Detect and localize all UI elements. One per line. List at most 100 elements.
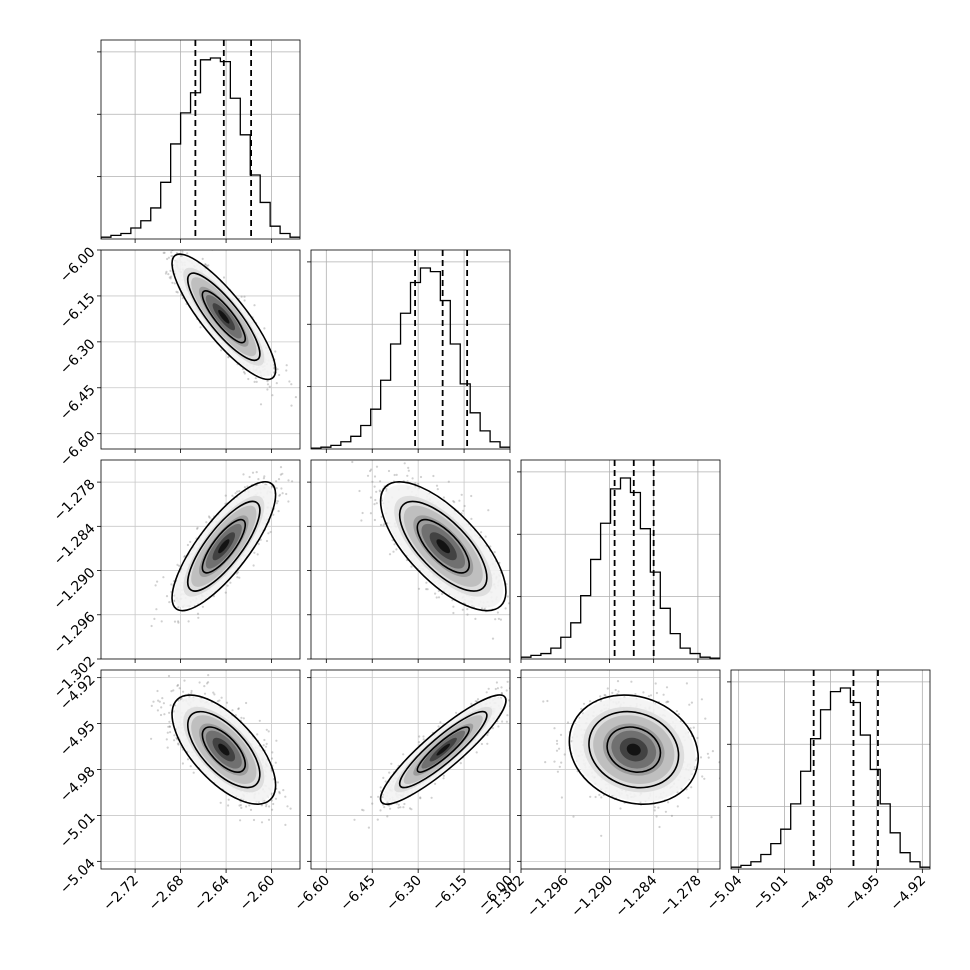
scatter-point	[266, 383, 270, 386]
density-layer	[436, 539, 451, 554]
scatter-point	[277, 510, 280, 513]
panel-frame	[100, 249, 301, 450]
scatter-point	[204, 263, 207, 266]
scatter-point	[395, 548, 398, 551]
scatter-point	[290, 404, 293, 407]
scatter-point	[274, 350, 277, 353]
scatter-point	[260, 821, 264, 824]
scatter-point	[222, 276, 226, 279]
scatter-point	[466, 613, 469, 616]
scatter-point	[266, 388, 269, 391]
scatter-point	[452, 500, 455, 503]
scatter-point	[239, 819, 242, 822]
density-layer	[218, 539, 230, 554]
scatter-point	[208, 516, 211, 519]
scatter-point	[487, 509, 490, 512]
scatter-point	[269, 530, 272, 534]
scatter-point	[188, 220, 190, 222]
scatter-point	[207, 264, 210, 267]
scatter-panel-2-0	[101, 460, 300, 659]
scatter-point	[168, 601, 171, 604]
scatter-point	[203, 685, 206, 688]
scatter-point	[227, 798, 230, 801]
scatter-point	[369, 469, 372, 473]
scatter-point	[496, 611, 499, 614]
scatter-point	[442, 496, 445, 499]
scatter-point	[201, 605, 204, 608]
scatter-point	[197, 616, 200, 619]
scatter-point	[240, 295, 243, 298]
scatter-point	[483, 607, 486, 610]
scatter-point	[267, 532, 270, 535]
scatter-point	[168, 245, 170, 247]
scatter-point	[165, 738, 168, 741]
scatter-point	[238, 490, 241, 493]
scatter-point	[203, 692, 207, 695]
scatter-point	[186, 543, 189, 547]
scatter-point	[199, 326, 202, 329]
scatter-point	[285, 364, 288, 367]
scatter-point	[417, 587, 421, 590]
scatter-point	[170, 254, 173, 258]
scatter-point	[167, 273, 170, 276]
scatter-point	[480, 531, 483, 534]
scatter-point	[178, 687, 181, 690]
histogram-panel-3	[521, 460, 720, 659]
scatter-point	[171, 281, 174, 284]
scatter-point	[270, 799, 273, 802]
scatter-point	[470, 517, 473, 521]
scatter-point	[272, 802, 275, 806]
scatter-point	[425, 588, 428, 591]
scatter-point	[425, 581, 428, 584]
scatter-point	[166, 746, 169, 749]
scatter-point	[132, 229, 134, 231]
scatter-point	[224, 591, 227, 594]
scatter-point	[499, 618, 502, 621]
scatter-panel-1-0	[101, 220, 300, 449]
scatter-point	[525, 612, 527, 614]
scatter-point	[271, 394, 274, 397]
scatter-point	[278, 493, 282, 496]
scatter-point	[175, 290, 178, 293]
scatter-point	[165, 595, 169, 598]
scatter-point	[170, 275, 173, 278]
scatter-point	[264, 745, 268, 748]
scatter-point	[511, 572, 513, 574]
scatter-point	[152, 247, 154, 249]
scatter-point	[187, 248, 189, 250]
scatter-point	[275, 502, 278, 505]
scatter-point	[170, 251, 173, 254]
scatter-point	[523, 614, 525, 616]
scatter-point	[373, 485, 376, 488]
scatter-point	[275, 382, 278, 385]
scatter-point	[344, 445, 346, 447]
scatter-point	[205, 264, 208, 268]
scatter-point	[183, 555, 186, 558]
scatter-point	[370, 468, 373, 471]
scatter-point	[272, 513, 275, 516]
scatter-point	[272, 371, 276, 374]
scatter-point	[248, 804, 251, 807]
scatter-point	[272, 366, 275, 369]
scatter-point	[281, 472, 284, 475]
scatter-point	[287, 479, 290, 482]
scatter-point	[403, 462, 406, 465]
scatter-point	[285, 369, 288, 372]
scatter-point	[391, 539, 394, 542]
scatter-point	[235, 572, 238, 575]
scatter-point	[378, 489, 381, 492]
scatter-point	[240, 806, 243, 810]
scatter-point	[207, 515, 211, 518]
scatter-point	[406, 474, 409, 477]
scatter-point	[395, 473, 398, 476]
scatter-point	[167, 246, 169, 248]
scatter-point	[181, 762, 184, 765]
scatter-point	[434, 592, 437, 595]
scatter-point	[183, 245, 185, 247]
scatter-point	[189, 540, 192, 544]
scatter-point	[239, 804, 242, 807]
scatter-point	[263, 327, 266, 330]
scatter-point	[375, 490, 378, 493]
scatter-point	[280, 487, 283, 490]
